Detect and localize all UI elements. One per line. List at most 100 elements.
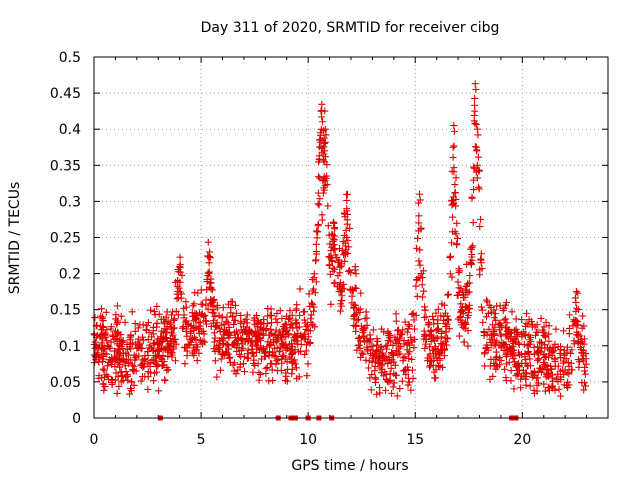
data-point — [386, 377, 394, 385]
data-point — [431, 374, 439, 382]
data-point — [255, 376, 263, 384]
data-point — [573, 321, 581, 329]
data-point — [321, 177, 329, 185]
data-point — [410, 344, 418, 352]
data-point — [453, 219, 461, 227]
data-point — [471, 101, 479, 109]
data-point — [278, 359, 286, 367]
data-point — [119, 337, 127, 345]
data-point — [382, 386, 390, 394]
data-point — [312, 240, 320, 248]
data-point — [420, 335, 428, 343]
y-tick-label: 0.5 — [59, 50, 81, 66]
data-series — [90, 80, 590, 421]
data-point — [376, 384, 384, 392]
data-point — [293, 375, 301, 383]
data-point — [124, 376, 132, 384]
data-point — [313, 234, 321, 242]
data-point — [182, 327, 190, 335]
data-point — [107, 375, 115, 383]
data-point — [399, 326, 407, 334]
data-point — [377, 343, 385, 351]
data-point — [301, 319, 309, 327]
data-point — [410, 316, 418, 324]
data-point — [97, 305, 105, 313]
data-point — [103, 337, 111, 345]
data-point — [267, 305, 275, 313]
data-point — [437, 329, 445, 337]
data-point — [273, 367, 281, 375]
data-point — [580, 322, 588, 330]
data-point — [522, 381, 530, 389]
data-point — [310, 270, 318, 278]
data-point — [350, 322, 358, 330]
data-point — [288, 365, 296, 373]
data-point — [341, 257, 349, 265]
data-point — [296, 311, 304, 319]
data-point — [426, 343, 434, 351]
data-point — [469, 176, 477, 184]
data-point — [524, 348, 532, 356]
data-point — [99, 329, 107, 337]
data-point — [270, 339, 278, 347]
data-point — [170, 324, 178, 332]
y-tick-label: 0.05 — [50, 375, 81, 391]
data-point — [460, 338, 468, 346]
data-point — [453, 235, 461, 243]
data-point — [231, 301, 239, 309]
data-point — [251, 361, 259, 369]
data-point — [253, 319, 261, 327]
data-point — [365, 338, 373, 346]
data-point — [505, 344, 513, 352]
data-point — [111, 376, 119, 384]
data-point — [404, 381, 412, 389]
data-point — [470, 163, 478, 171]
data-point — [568, 366, 576, 374]
data-point — [390, 379, 398, 387]
data-point — [381, 368, 389, 376]
data-point — [460, 321, 468, 329]
data-point — [182, 303, 190, 311]
data-point — [415, 227, 423, 235]
data-point — [290, 358, 298, 366]
data-point — [160, 329, 168, 337]
data-point — [292, 364, 300, 372]
data-point — [303, 341, 311, 349]
data-point — [170, 336, 178, 344]
data-point — [403, 328, 411, 336]
data-point — [397, 331, 405, 339]
data-point — [223, 341, 231, 349]
data-point — [481, 362, 489, 370]
x-axis-label: GPS time / hours — [291, 458, 408, 474]
data-point — [537, 314, 545, 322]
data-point — [207, 285, 215, 293]
data-point — [225, 323, 233, 331]
data-point — [342, 248, 350, 256]
data-point — [501, 341, 509, 349]
data-point — [195, 325, 203, 333]
data-point — [384, 378, 392, 386]
data-point — [234, 334, 242, 342]
data-point — [434, 334, 442, 342]
data-point — [489, 330, 497, 338]
data-point — [117, 378, 125, 386]
data-point — [167, 329, 175, 337]
data-point — [117, 342, 125, 350]
data-point — [469, 242, 477, 250]
data-point — [288, 320, 296, 328]
data-point — [447, 252, 455, 260]
data-point — [335, 245, 343, 253]
data-point — [331, 232, 339, 240]
data-point — [435, 351, 443, 359]
data-point — [190, 351, 198, 359]
data-point — [202, 317, 210, 325]
data-point — [376, 352, 384, 360]
data-point — [131, 320, 139, 328]
data-point — [387, 338, 395, 346]
data-point — [490, 314, 498, 322]
data-point — [351, 310, 359, 318]
data-point — [318, 100, 326, 108]
data-point — [509, 343, 517, 351]
data-point — [492, 365, 500, 373]
data-point — [502, 351, 510, 359]
